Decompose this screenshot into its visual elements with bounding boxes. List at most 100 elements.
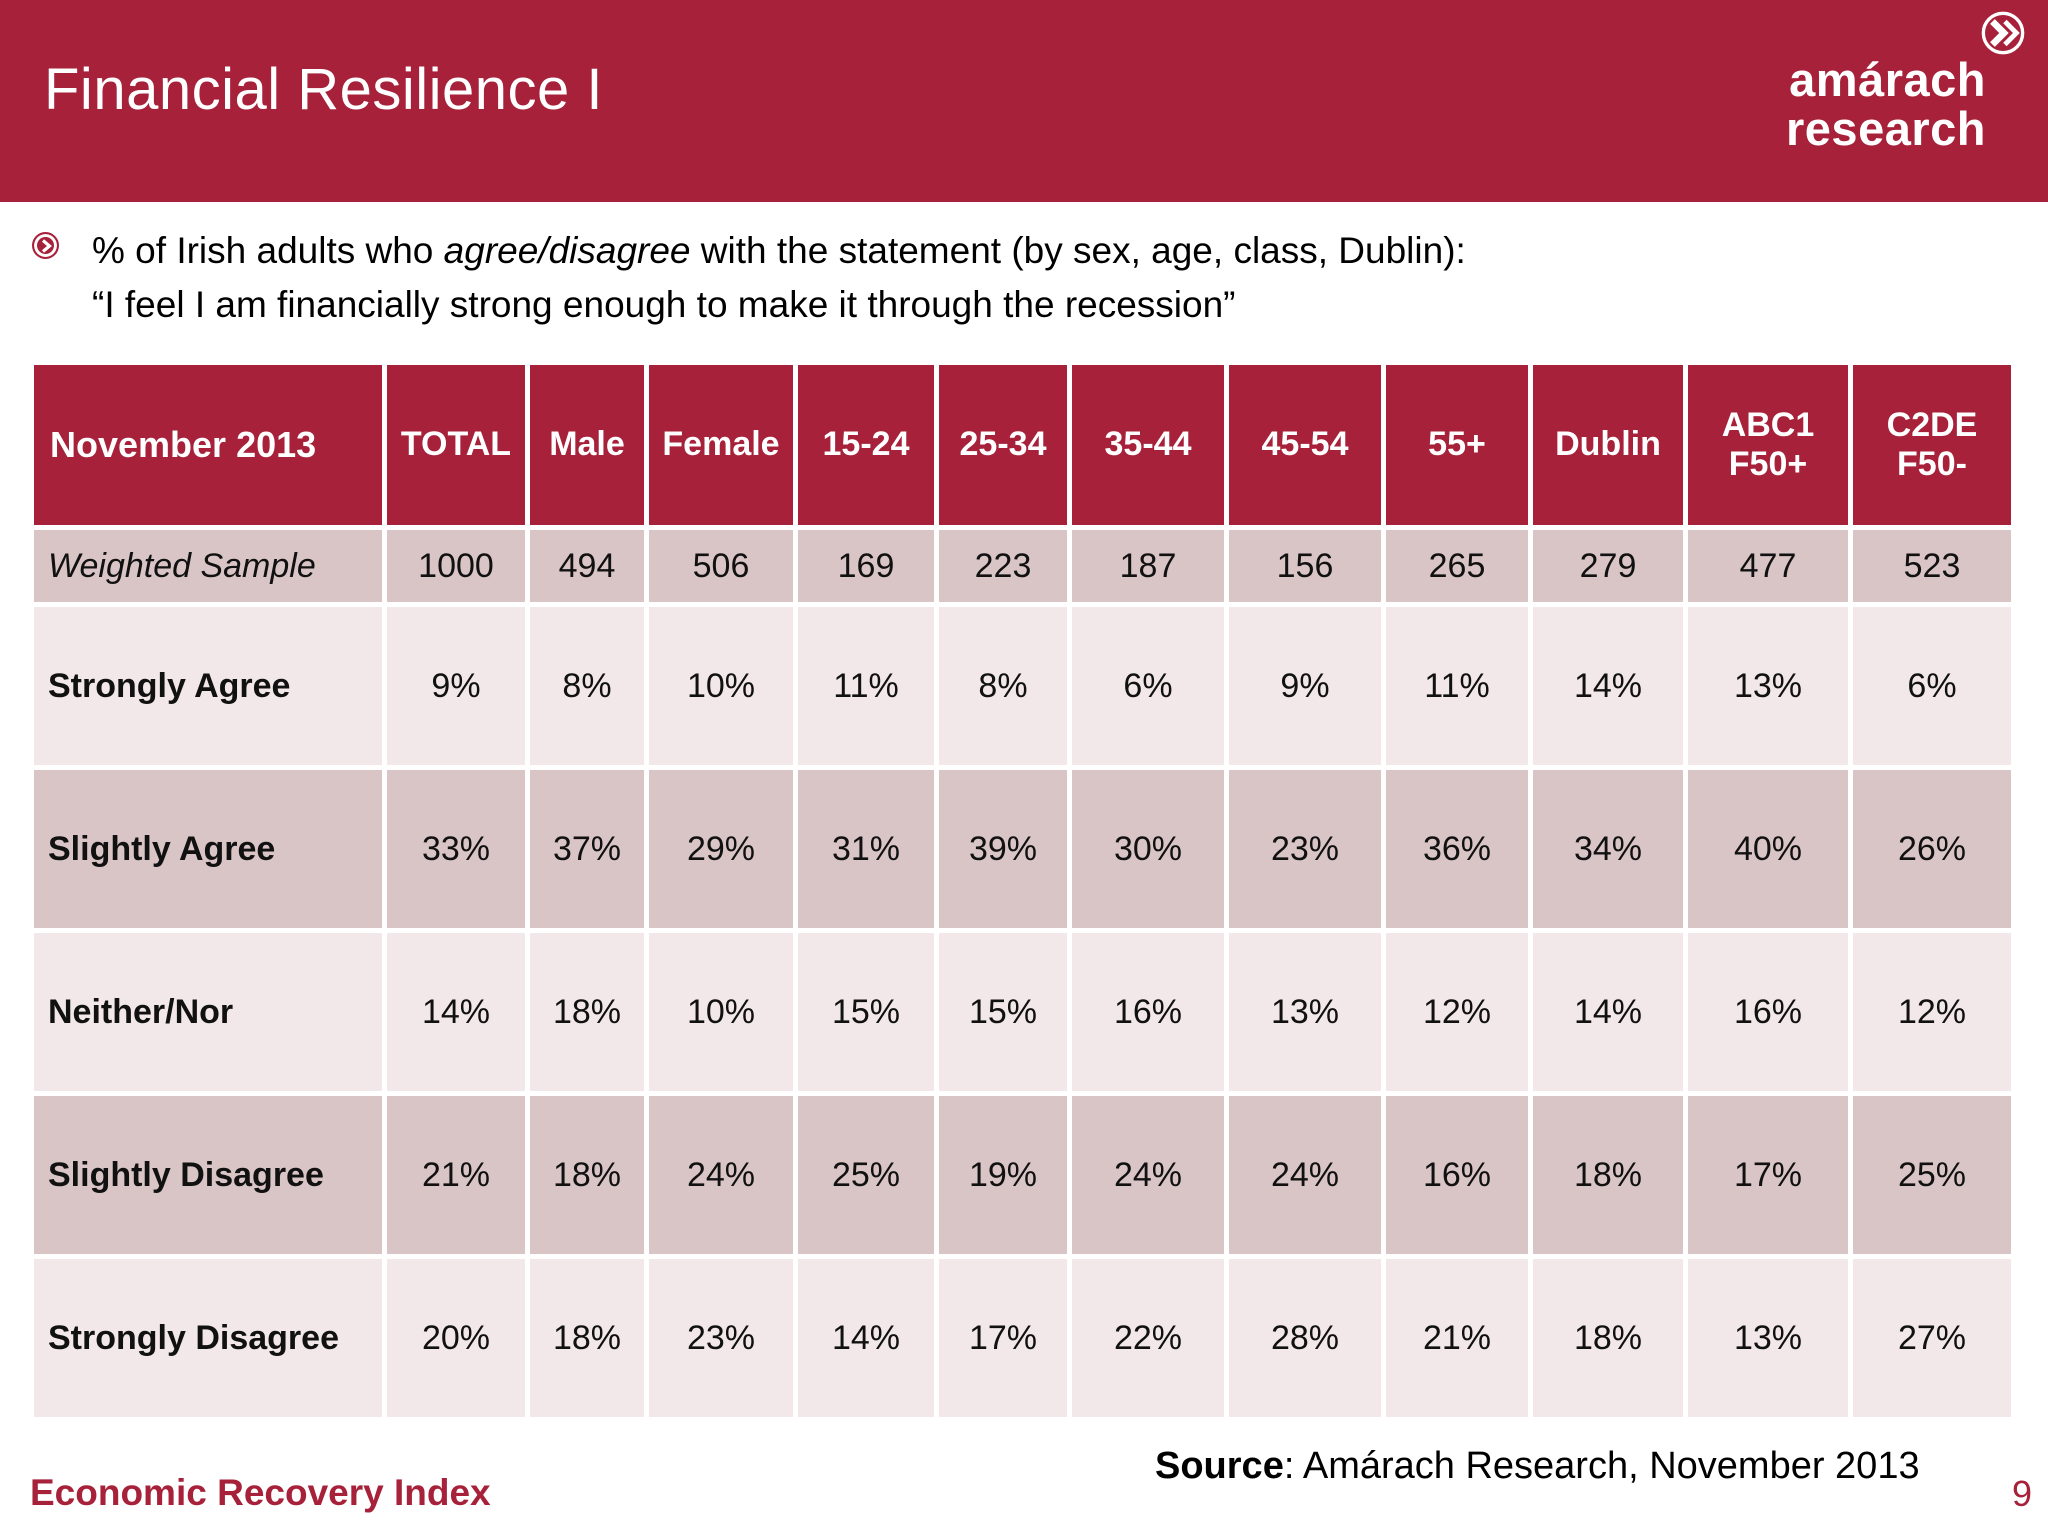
table-cell: 10%	[649, 607, 793, 765]
double-chevron-circle-icon	[1981, 11, 2025, 55]
table-row: Slightly Agree 33% 37% 29% 31% 39% 30% 23% 36% 34…	[34, 770, 2011, 928]
table-cell: 187	[1072, 530, 1224, 602]
table-header-cell: Male	[530, 365, 644, 525]
table-header-cell: 55+	[1386, 365, 1528, 525]
table-cell: 33%	[387, 770, 525, 928]
statement-line-1: % of Irish adults who agree/disagree wit…	[92, 230, 1466, 271]
table-cell: 17%	[1688, 1096, 1848, 1254]
table-cell: 169	[798, 530, 934, 602]
table-row: Weighted Sample 1000 494 506 169 223 187 156 265…	[34, 530, 2011, 602]
source-label: Source	[1155, 1445, 1284, 1487]
table-cell: 8%	[939, 607, 1067, 765]
table-cell: 494	[530, 530, 644, 602]
table-cell: 18%	[1533, 1259, 1683, 1417]
table-cell: 16%	[1072, 933, 1224, 1091]
table-header-cell: ABC1 F50+	[1688, 365, 1848, 525]
table-row: Strongly Disagree 20% 18% 23% 14% 17% 22% 28% 21…	[34, 1259, 2011, 1417]
table-cell: 28%	[1229, 1259, 1381, 1417]
chevron-bullet-icon	[32, 232, 59, 259]
bullet-block: % of Irish adults who agree/disagree wit…	[30, 224, 2020, 333]
statement-line-2: “I feel I am financially strong enough t…	[92, 284, 1236, 326]
table-cell: 26%	[1853, 770, 2011, 928]
amarach-logo: amárach research	[1786, 10, 2026, 154]
table-cell: 18%	[530, 1096, 644, 1254]
table-row-label: Weighted Sample	[34, 530, 382, 602]
footer-series-title: Economic Recovery Index	[30, 1472, 491, 1513]
table-header-cell: Dublin	[1533, 365, 1683, 525]
table-cell: 23%	[1229, 770, 1381, 928]
table-cell: 36%	[1386, 770, 1528, 928]
table-cell: 24%	[1072, 1096, 1224, 1254]
page-title: Financial Resilience I	[44, 57, 604, 122]
table-row: Slightly Disagree 21% 18% 24% 25% 19% 24% 24% 16…	[34, 1096, 2011, 1254]
source-line: Source: Amárach Research, November 2013	[1155, 1445, 1920, 1488]
page-number: 9	[2011, 1473, 2032, 1514]
table-header-row: November 2013 TOTAL Male Female 15-24 25-34 35…	[34, 365, 2011, 525]
logo-line-2: research	[1786, 101, 1986, 155]
table-header-cell: C2DE F50-	[1853, 365, 2011, 525]
table-cell: 8%	[530, 607, 644, 765]
table-cell: 15%	[939, 933, 1067, 1091]
table-cell: 20%	[387, 1259, 525, 1417]
table-header-cell: 45-54	[1229, 365, 1381, 525]
table-row-label: Slightly Agree	[34, 770, 382, 928]
table-cell: 27%	[1853, 1259, 2011, 1417]
table-cell: 6%	[1072, 607, 1224, 765]
table-cell: 34%	[1533, 770, 1683, 928]
table-cell: 40%	[1688, 770, 1848, 928]
table-cell: 11%	[798, 607, 934, 765]
table-header-cell: TOTAL	[387, 365, 525, 525]
header-band: Financial Resilience I amárach research	[0, 0, 2048, 202]
table-cell: 24%	[1229, 1096, 1381, 1254]
table-cell: 31%	[798, 770, 934, 928]
table-cell: 14%	[1533, 607, 1683, 765]
results-table: November 2013 TOTAL Male Female 15-24 25-34 35…	[34, 365, 2011, 1422]
table-cell: 23%	[649, 1259, 793, 1417]
statement-text: % of Irish adults who agree/disagree wit…	[92, 224, 2020, 333]
table-cell: 21%	[387, 1096, 525, 1254]
table-cell: 13%	[1688, 607, 1848, 765]
table-cell: 477	[1688, 530, 1848, 602]
table-cell: 10%	[649, 933, 793, 1091]
table-cell: 18%	[1533, 1096, 1683, 1254]
table-cell: 6%	[1853, 607, 2011, 765]
table-row: Strongly Agree 9% 8% 10% 11% 8% 6% 9% 11% 14% 13% 6…	[34, 607, 2011, 765]
table-header-cell: 15-24	[798, 365, 934, 525]
table-cell: 22%	[1072, 1259, 1224, 1417]
logo-wordmark: amárach research	[1786, 53, 1986, 155]
table-cell: 12%	[1386, 933, 1528, 1091]
table-cell: 39%	[939, 770, 1067, 928]
table-cell: 18%	[530, 933, 644, 1091]
table-cell: 14%	[1533, 933, 1683, 1091]
source-text: : Amárach Research, November 2013	[1283, 1445, 1920, 1487]
table-row-label: Slightly Disagree	[34, 1096, 382, 1254]
table-header-cell: 35-44	[1072, 365, 1224, 525]
table-cell: 18%	[530, 1259, 644, 1417]
table-header-cell: Female	[649, 365, 793, 525]
table-cell: 223	[939, 530, 1067, 602]
table-row-label: Neither/Nor	[34, 933, 382, 1091]
table-row-label: Strongly Disagree	[34, 1259, 382, 1417]
table-cell: 279	[1533, 530, 1683, 602]
table-cell: 16%	[1386, 1096, 1528, 1254]
table-row-label: Strongly Agree	[34, 607, 382, 765]
table-cell: 37%	[530, 770, 644, 928]
table-row: Neither/Nor 14% 18% 10% 15% 15% 16% 13% 12% 14% 16…	[34, 933, 2011, 1091]
table-cell: 1000	[387, 530, 525, 602]
table-cell: 14%	[387, 933, 525, 1091]
table-cell: 12%	[1853, 933, 2011, 1091]
table-cell: 506	[649, 530, 793, 602]
table-cell: 9%	[1229, 607, 1381, 765]
table-cell: 11%	[1386, 607, 1528, 765]
table-cell: 13%	[1229, 933, 1381, 1091]
logo-line-1: amárach	[1789, 53, 1986, 106]
table-cell: 21%	[1386, 1259, 1528, 1417]
table-cell: 523	[1853, 530, 2011, 602]
table-header-cell: 25-34	[939, 365, 1067, 525]
table-cell: 156	[1229, 530, 1381, 602]
table-cell: 15%	[798, 933, 934, 1091]
table-cell: 9%	[387, 607, 525, 765]
table-cell: 19%	[939, 1096, 1067, 1254]
table-cell: 16%	[1688, 933, 1848, 1091]
